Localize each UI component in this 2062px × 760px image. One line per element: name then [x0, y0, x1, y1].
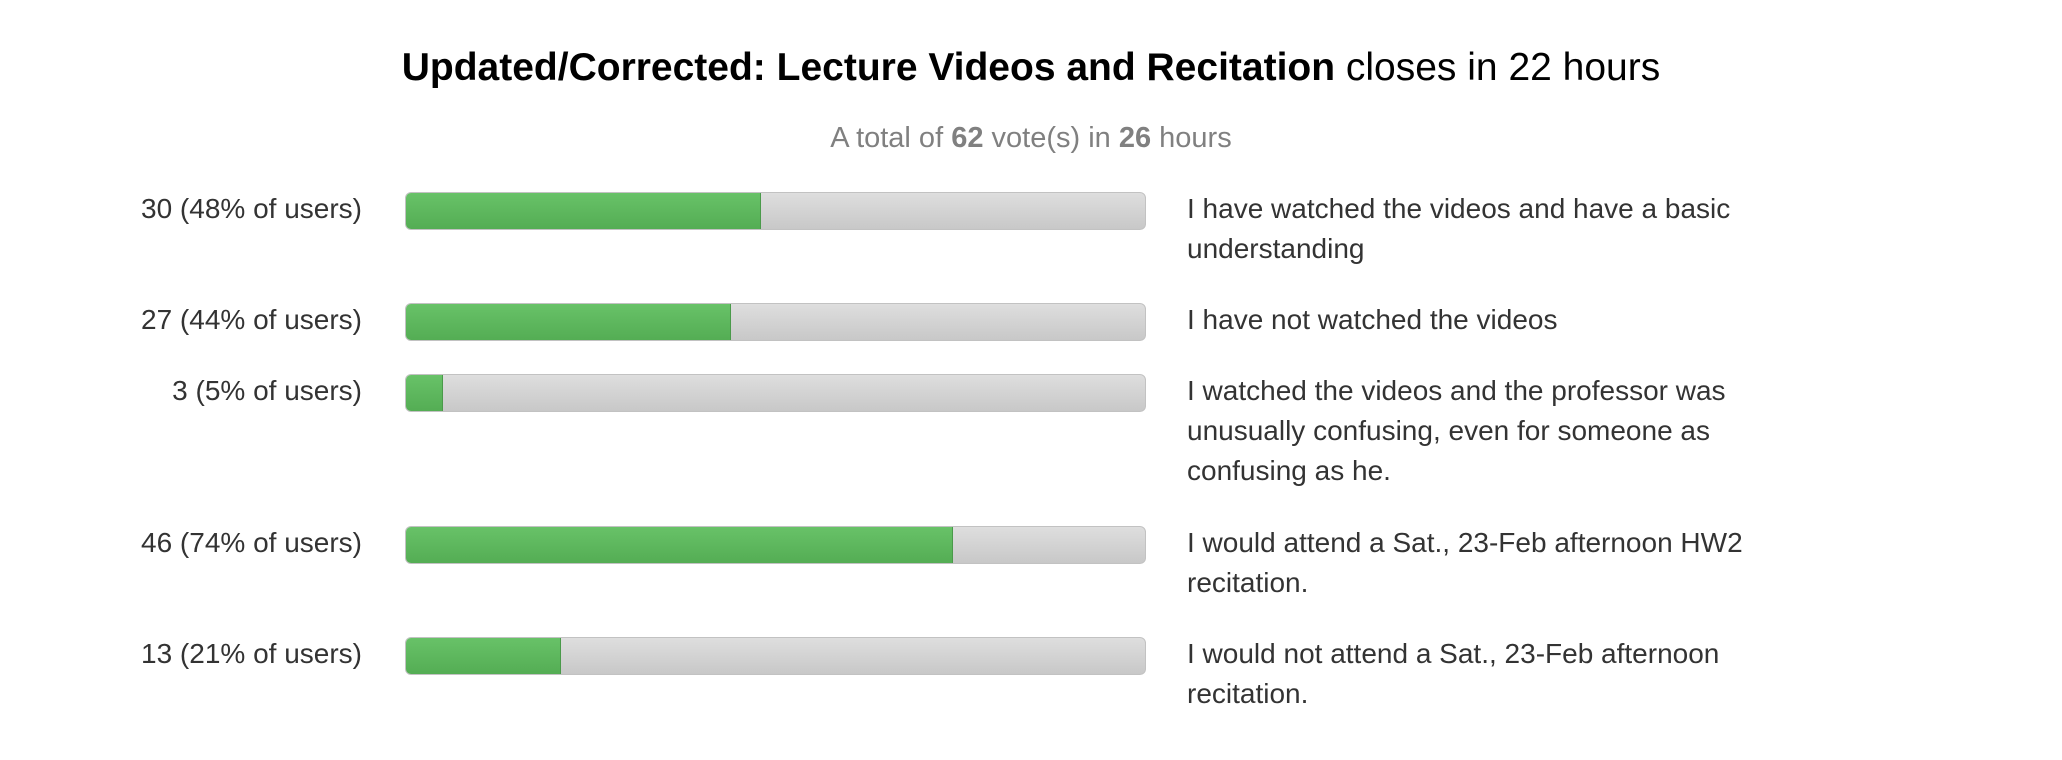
option-vote-count: 13 (21% of users): [141, 638, 362, 669]
summary-hours: 26: [1118, 122, 1152, 154]
option-label: I watched the videos and the professor w…: [1187, 375, 1726, 486]
summary-prefix: A total of: [830, 122, 944, 154]
summary-vote-count: 62: [951, 122, 984, 154]
option-bar-track: [405, 374, 1146, 412]
summary-middle: vote(s) in: [991, 122, 1111, 154]
option-bar-fill: [406, 375, 443, 411]
summary-suffix: hours: [1159, 122, 1232, 154]
poll-title-name: Updated/Corrected: Lecture Videos and Re…: [401, 46, 1336, 89]
option-bar-track: [405, 637, 1146, 675]
option-bar-track: [405, 192, 1146, 230]
option-label: I have watched the videos and have a bas…: [1187, 193, 1731, 264]
option-label: I would not attend a Sat., 23-Feb aftern…: [1187, 638, 1720, 709]
option-vote-count: 30 (48% of users): [141, 193, 362, 224]
option-bar-track: [405, 526, 1146, 564]
option-bar-fill: [406, 527, 953, 563]
option-label: I have not watched the videos: [1187, 304, 1558, 335]
poll-title: Updated/Corrected: Lecture Videos and Re…: [0, 40, 2062, 96]
option-bar-fill: [406, 304, 732, 340]
option-vote-count: 46 (74% of users): [141, 527, 362, 558]
option-vote-count: 3 (5% of users): [172, 375, 362, 406]
option-bar-fill: [406, 193, 761, 229]
option-label: I would attend a Sat., 23-Feb afternoon …: [1187, 527, 1743, 598]
option-bar-track: [405, 303, 1146, 341]
option-bar-fill: [406, 638, 562, 674]
option-vote-count: 27 (44% of users): [141, 304, 362, 335]
poll-title-deadline: closes in 22 hours: [1345, 46, 1661, 89]
poll-summary: A total of 62 vote(s) in 26 hours: [0, 118, 2062, 158]
